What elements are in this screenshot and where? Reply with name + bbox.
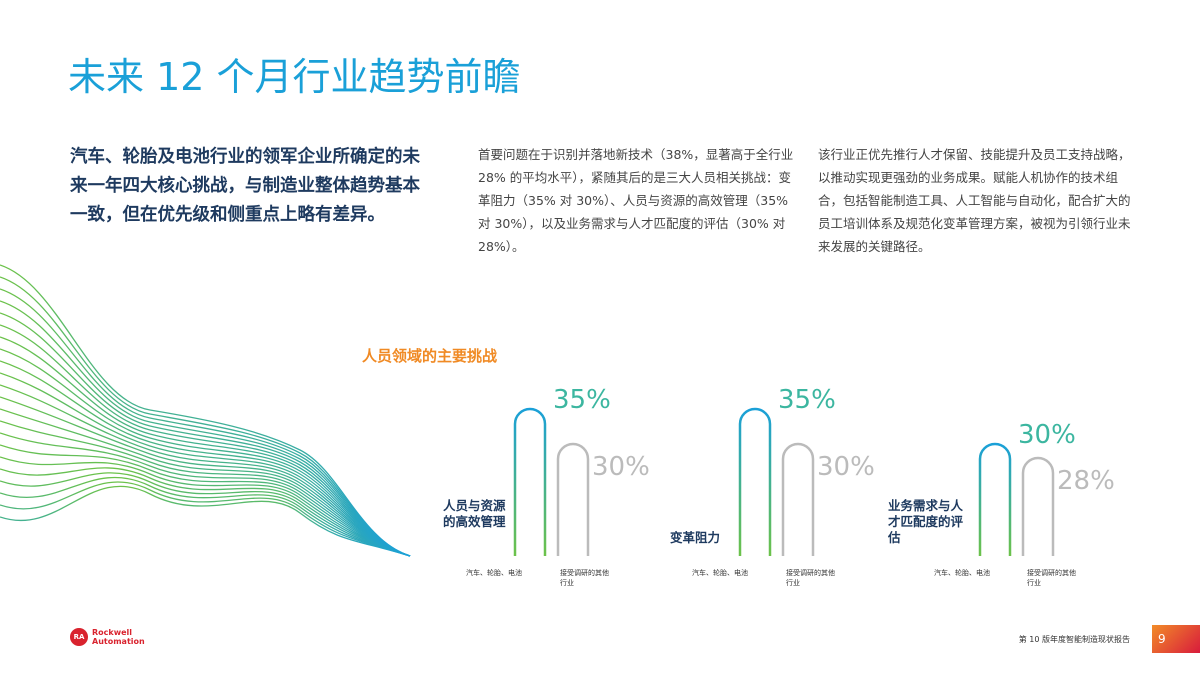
lead-paragraph: 汽车、轮胎及电池行业的领军企业所确定的未来一年四大核心挑战，与制造业整体趋势基本… [70, 147, 420, 225]
bar-automotive [978, 442, 1012, 556]
wave-line [0, 384, 411, 557]
wave-line [0, 312, 411, 557]
value-label-automotive: 30% [1018, 420, 1076, 450]
category-label: 变革阻力 [670, 530, 721, 545]
bar-automotive [513, 407, 547, 556]
wave-line [0, 456, 411, 557]
wave-line [0, 408, 411, 557]
wave-line [0, 444, 411, 557]
series-label: 汽车、轮胎、电池 [692, 569, 748, 577]
page-title: 未来 12 个月行业趋势前瞻 [68, 55, 521, 99]
wave-line [0, 472, 411, 557]
report-name: 第 10 版年度智能制造现状报告 [1018, 635, 1130, 644]
wave-line [0, 372, 411, 557]
wave-line [0, 300, 411, 557]
wave-line [0, 396, 411, 557]
bar-other-industries [781, 442, 815, 556]
bar-automotive [738, 407, 772, 556]
series-label: 汽车、轮胎、电池 [466, 569, 522, 577]
wave-line [0, 467, 411, 557]
wave-line [0, 476, 411, 557]
wave-line [0, 276, 411, 557]
category-label: 业务需求与人才匹配度的评估 [888, 498, 964, 545]
wave-line [0, 324, 411, 557]
chart-title: 人员领域的主要挑战 [362, 347, 498, 365]
wave-line [0, 432, 411, 557]
series-label: 汽车、轮胎、电池 [934, 569, 990, 577]
wave-line [0, 288, 411, 557]
body-column-2: 该行业正优先推行人才保留、技能提升及员工支持战略，以推动实现更强劲的业务成果。赋… [818, 147, 1131, 254]
value-label-automotive: 35% [778, 385, 836, 415]
value-label-other: 30% [592, 452, 650, 482]
bar-other-industries [556, 442, 590, 556]
bar-other-industries [1021, 456, 1055, 556]
page-number: 9 [1152, 625, 1200, 653]
wave-line [0, 348, 411, 557]
wave-line [0, 481, 411, 557]
category-label: 人员与资源的高效管理 [443, 498, 506, 529]
value-label-other: 30% [817, 452, 875, 482]
wave-line [0, 360, 411, 557]
wave-line [0, 264, 411, 557]
value-label-automotive: 35% [553, 385, 611, 415]
series-label: 接受调研的其他行业 [560, 569, 609, 587]
wave-line [0, 485, 411, 557]
value-label-other: 28% [1057, 466, 1115, 496]
wave-line [0, 336, 411, 557]
body-column-1: 首要问题在于识别并落地新技术（38%，显著高于全行业 28% 的平均水平），紧随… [478, 147, 794, 254]
wave-line [0, 420, 411, 557]
rockwell-logo: RA Rockwell Automation [70, 628, 145, 646]
series-label: 接受调研的其他行业 [1027, 569, 1076, 587]
series-label: 接受调研的其他行业 [786, 569, 835, 587]
